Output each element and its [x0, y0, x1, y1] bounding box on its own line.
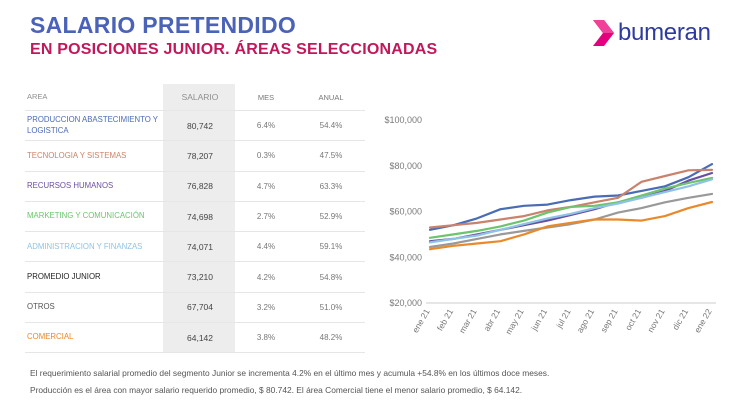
x-tick-label: may 21 [503, 307, 526, 336]
cell-mes: 4.4% [235, 231, 295, 263]
cell-salario: 78,207 [163, 140, 235, 172]
cell-area: MARKETING Y COMUNICACIÓN [25, 201, 163, 233]
table-row: ADMINISTRACION Y FINANZAS 74,071 4.4% 59.1% [25, 231, 365, 263]
bumeran-chevron-icon [593, 20, 614, 46]
footer-line-1: El requerimiento salarial promedio del s… [30, 368, 550, 378]
cell-mes: 3.2% [235, 292, 295, 324]
y-tick-label: $80,000 [389, 161, 422, 171]
col-header-mes: MES [235, 84, 295, 111]
cell-mes: 3.8% [235, 322, 295, 354]
page-title: SALARIO PRETENDIDO [30, 12, 297, 38]
cell-anual: 54.8% [295, 261, 365, 293]
table-row: COMERCIAL 64,142 3.8% 48.2% [25, 322, 365, 354]
cell-salario: 73,210 [163, 261, 235, 293]
series-line-0 [428, 162, 714, 231]
series-line-4 [428, 178, 714, 244]
x-tick-label: ene 21 [410, 307, 432, 335]
cell-area: RECURSOS HUMANOS [25, 171, 163, 202]
table-row: PROMEDIO JUNIOR 73,210 4.2% 54.8% [25, 261, 365, 293]
x-tick-label: abr 21 [482, 307, 503, 333]
cell-mes: 4.7% [235, 171, 295, 202]
col-header-area: AREA [25, 84, 163, 111]
salary-line-chart: $100,000$80,000$60,000$40,000$20,000ene … [384, 115, 716, 336]
footer-line-2: Producción es el área con mayor salario … [30, 385, 523, 395]
cell-area: TECNOLOGIA Y SISTEMAS [25, 140, 163, 172]
cell-salario: 74,698 [163, 201, 235, 233]
cell-area: PRODUCCION ABASTECIMIENTO Y LOGISTICA [25, 110, 163, 142]
x-tick-label: feb 21 [435, 307, 456, 333]
cell-anual: 54.4% [295, 110, 365, 142]
col-header-anual: ANUAL [295, 84, 365, 111]
y-tick-label: $100,000 [384, 115, 422, 125]
brand-logo: bumeran [590, 18, 711, 48]
cell-area: PROMEDIO JUNIOR [25, 261, 163, 293]
x-tick-label: oct 21 [623, 307, 643, 332]
series-line-6 [428, 200, 714, 251]
col-header-salario: SALARIO [163, 84, 235, 111]
cell-mes: 2.7% [235, 201, 295, 233]
series-line-5 [428, 192, 714, 249]
cell-anual: 47.5% [295, 140, 365, 172]
cell-area: ADMINISTRACION Y FINANZAS [25, 231, 163, 263]
x-tick-label: nov 21 [645, 307, 667, 334]
cell-mes: 4.2% [235, 261, 295, 293]
cell-salario: 80,742 [163, 110, 235, 142]
cell-anual: 51.0% [295, 292, 365, 324]
brand-name: bumeran [618, 19, 711, 46]
footer-notes: El requerimiento salarial promedio del s… [30, 365, 720, 399]
cell-anual: 63.3% [295, 171, 365, 202]
cell-salario: 67,704 [163, 292, 235, 324]
cell-mes: 6.4% [235, 110, 295, 142]
y-tick-label: $40,000 [389, 252, 422, 262]
y-tick-label: $20,000 [389, 298, 422, 308]
table-row: TECNOLOGIA Y SISTEMAS 78,207 0.3% 47.5% [25, 140, 365, 172]
cell-anual: 52.9% [295, 201, 365, 233]
x-tick-label: jul 21 [553, 307, 572, 331]
x-tick-label: jun 21 [528, 307, 549, 333]
cell-area: OTROS [25, 292, 163, 324]
cell-salario: 74,071 [163, 231, 235, 263]
salary-table: AREA SALARIO MES ANUAL PRODUCCION ABASTE… [25, 84, 365, 354]
cell-mes: 0.3% [235, 140, 295, 172]
table-row: OTROS 67,704 3.2% 51.0% [25, 292, 365, 324]
page-subtitle: EN POSICIONES JUNIOR. ÁREAS SELECCIONADA… [30, 41, 438, 58]
cell-area: COMERCIAL [25, 322, 163, 354]
table-header-row: AREA SALARIO MES ANUAL [25, 84, 365, 111]
cell-salario: 76,828 [163, 171, 235, 202]
y-tick-label: $60,000 [389, 207, 422, 217]
x-tick-label: sep 21 [598, 307, 620, 334]
cell-anual: 48.2% [295, 322, 365, 354]
table-row: RECURSOS HUMANOS 76,828 4.7% 63.3% [25, 171, 365, 202]
cell-anual: 59.1% [295, 231, 365, 263]
x-tick-label: mar 21 [457, 307, 479, 335]
series-line-3 [428, 176, 714, 239]
table-row: PRODUCCION ABASTECIMIENTO Y LOGISTICA 80,… [25, 110, 365, 142]
table-row: MARKETING Y COMUNICACIÓN 74,698 2.7% 52.9% [25, 201, 365, 233]
x-tick-label: ene 22 [692, 307, 714, 335]
x-tick-label: ago 21 [575, 307, 597, 335]
x-tick-label: dic 21 [670, 307, 690, 332]
cell-salario: 64,142 [163, 322, 235, 354]
